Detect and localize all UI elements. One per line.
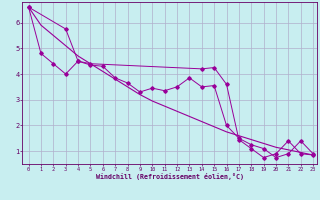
X-axis label: Windchill (Refroidissement éolien,°C): Windchill (Refroidissement éolien,°C) (96, 173, 244, 180)
